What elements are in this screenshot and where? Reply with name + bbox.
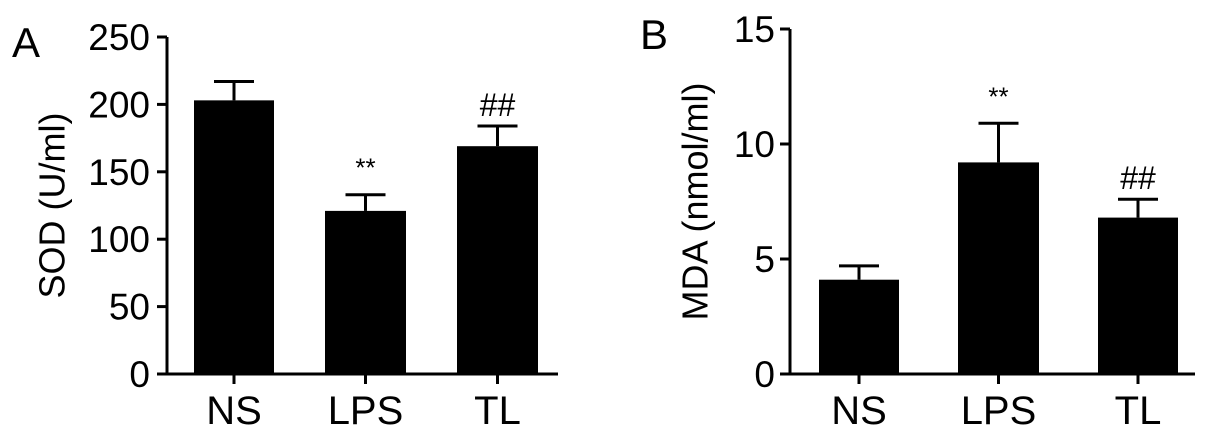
x-tick-label: NS: [206, 389, 262, 433]
y-tick-label: 10: [734, 124, 775, 165]
bar-TL: [1098, 217, 1178, 374]
y-tick-label: 50: [109, 287, 150, 328]
x-tick-label: NS: [831, 389, 887, 433]
x-tick-label: TL: [474, 389, 521, 433]
panel-A: A SOD (U/ml) 0 50 100 150 200 250 NS LPS ** TL ##: [12, 17, 558, 433]
x-tick-label: LPS: [328, 389, 404, 433]
y-tick-label: 5: [754, 239, 775, 280]
y-tick-label: 15: [734, 9, 775, 50]
y-tick-label: 100: [88, 219, 150, 260]
significance-annotation: ##: [480, 87, 516, 123]
x-tick-label: TL: [1115, 389, 1162, 433]
significance-annotation: **: [355, 153, 375, 183]
bar-LPS: [325, 210, 406, 374]
y-tick-label: 150: [88, 152, 150, 193]
bar-TL: [457, 146, 538, 374]
x-tick-label: LPS: [961, 389, 1037, 433]
significance-annotation: **: [988, 81, 1008, 111]
y-axis-title: SOD (U/ml): [32, 113, 73, 299]
y-axis-title: MDA (nmol/ml): [675, 82, 716, 320]
y-tick-label: 200: [88, 84, 150, 125]
y-tick-label: 0: [754, 354, 775, 395]
significance-annotation: ##: [1120, 160, 1156, 196]
panel-label: A: [12, 19, 40, 66]
bar-NS: [819, 279, 899, 374]
panel-label: B: [640, 11, 668, 58]
y-tick-label: 0: [129, 354, 150, 395]
bar-LPS: [958, 162, 1039, 374]
bar-NS: [194, 100, 274, 374]
y-tick-label: 250: [88, 17, 150, 58]
